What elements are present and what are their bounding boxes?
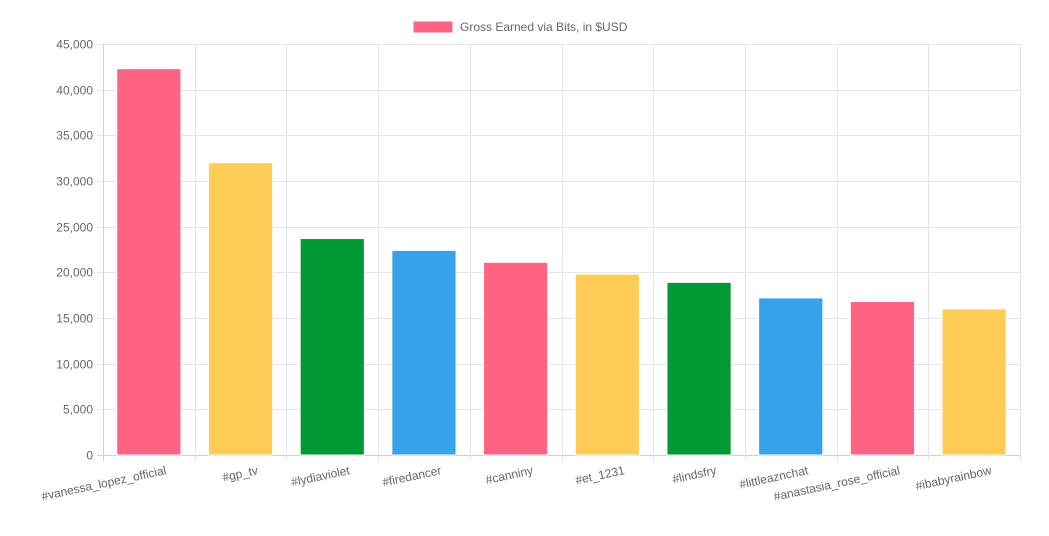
x-tick-label: #et_1231 xyxy=(574,463,626,487)
x-tick-label: #firedancer xyxy=(381,463,443,489)
legend-swatch[interactable] xyxy=(412,20,454,34)
y-tick-label: 35,000 xyxy=(56,129,93,143)
y-tick-label: 45,000 xyxy=(56,38,93,52)
bars xyxy=(116,68,1007,456)
bar[interactable] xyxy=(574,273,640,456)
x-tick-label: #lydiaviolet xyxy=(290,463,352,489)
bar[interactable] xyxy=(849,301,916,456)
y-tick-label: 25,000 xyxy=(56,221,93,235)
x-tick-label: #lindsfry xyxy=(671,463,718,486)
bar[interactable] xyxy=(299,238,365,456)
y-tick-label: 0 xyxy=(86,449,93,463)
x-tick-label: #vanessa_lopez_official xyxy=(40,463,167,503)
legend[interactable]: Gross Earned via Bits, in $USD xyxy=(412,20,628,34)
y-tick-label: 15,000 xyxy=(56,312,93,326)
y-tick-label: 10,000 xyxy=(56,358,93,372)
bar[interactable] xyxy=(483,261,549,456)
bar[interactable] xyxy=(207,162,274,456)
bar[interactable] xyxy=(666,281,732,456)
x-tick-label: #gp_tv xyxy=(221,463,259,484)
x-tick-label: #ibabyrainbow xyxy=(914,463,993,493)
y-tick-label: 40,000 xyxy=(56,84,93,98)
bar[interactable] xyxy=(941,308,1007,456)
y-tick-label: 30,000 xyxy=(56,175,93,189)
bar[interactable] xyxy=(116,68,182,456)
bar[interactable] xyxy=(758,297,824,456)
y-tick-label: 20,000 xyxy=(56,266,93,280)
bar[interactable] xyxy=(391,249,457,456)
legend-label[interactable]: Gross Earned via Bits, in $USD xyxy=(460,20,628,34)
x-tick-label: #canniny xyxy=(484,463,534,487)
y-tick-label: 5,000 xyxy=(63,403,93,417)
